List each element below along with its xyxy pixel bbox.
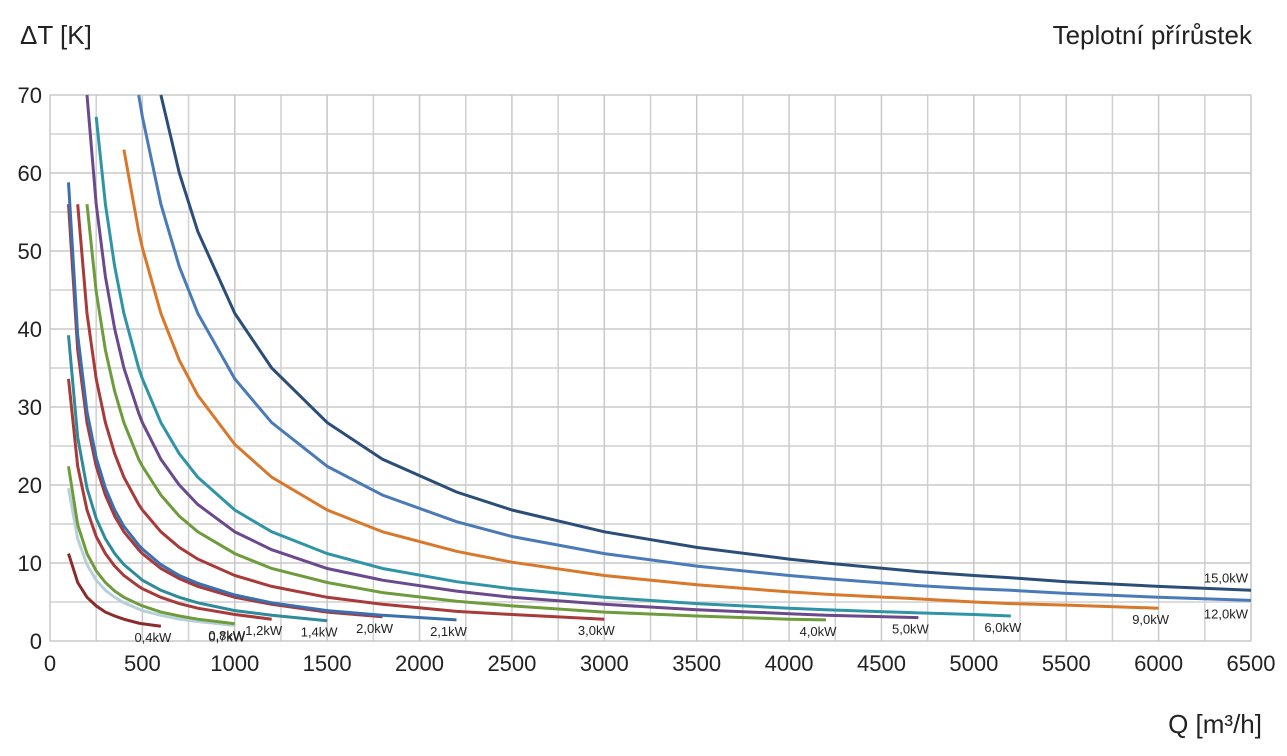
x-tick-label: 1500 <box>303 651 352 676</box>
y-axis-label: ΔT [K] <box>20 20 92 50</box>
y-tick-label: 0 <box>30 629 42 654</box>
series-line <box>67 553 162 628</box>
series-line <box>67 335 328 623</box>
series-line <box>67 487 235 627</box>
series-label: 2,0kW <box>356 621 394 636</box>
series-line <box>94 116 1011 618</box>
x-tick-label: 4000 <box>765 651 814 676</box>
series-label: 1,2kW <box>245 623 283 638</box>
series-label: 9,0kW <box>1132 612 1170 627</box>
y-tick-label: 60 <box>18 161 42 186</box>
series-line <box>67 182 457 622</box>
series-label: 15,0kW <box>1204 570 1249 585</box>
series-label: 5,0kW <box>892 622 930 637</box>
y-tick-label: 40 <box>18 317 42 342</box>
series-label: 6,0kW <box>984 620 1022 635</box>
x-tick-label: 0 <box>44 651 56 676</box>
y-tick-label: 20 <box>18 473 42 498</box>
series-label: 1,4kW <box>301 625 339 640</box>
series-label: 12,0kW <box>1204 606 1249 621</box>
x-tick-label: 4500 <box>857 651 906 676</box>
x-tick-label: 6500 <box>1227 651 1276 676</box>
x-tick-label: 3500 <box>672 651 721 676</box>
series-label: 0,8kW <box>208 628 246 643</box>
series-label: 2,1kW <box>430 624 468 639</box>
x-axis-label: Q [m³/h] <box>1168 709 1262 739</box>
y-tick-label: 30 <box>18 395 42 420</box>
x-tick-label: 5500 <box>1042 651 1091 676</box>
x-tick-label: 2000 <box>395 651 444 676</box>
series-line <box>67 204 383 619</box>
y-tick-label: 10 <box>18 551 42 576</box>
series-line <box>67 466 235 626</box>
x-tick-label: 500 <box>124 651 161 676</box>
x-tick-label: 2500 <box>487 651 536 676</box>
series-label: 3,0kW <box>578 623 616 638</box>
series-line <box>67 378 272 621</box>
series-line <box>122 149 1159 610</box>
y-tick-label: 70 <box>18 83 42 108</box>
y-tick-label: 50 <box>18 239 42 264</box>
series-label: 0,7kW <box>208 629 246 644</box>
series-line <box>76 204 605 621</box>
chart-title: Teplotní přírůstek <box>1053 20 1253 50</box>
x-tick-label: 3000 <box>580 651 629 676</box>
series-label: 0,4kW <box>134 630 172 645</box>
x-tick-label: 1000 <box>210 651 259 676</box>
series-line <box>159 94 1252 592</box>
x-tick-label: 5000 <box>949 651 998 676</box>
series-label: 4,0kW <box>800 624 838 639</box>
series-line <box>85 204 827 622</box>
series-line <box>85 94 919 620</box>
series-line <box>137 94 1252 602</box>
x-tick-label: 6000 <box>1134 651 1183 676</box>
